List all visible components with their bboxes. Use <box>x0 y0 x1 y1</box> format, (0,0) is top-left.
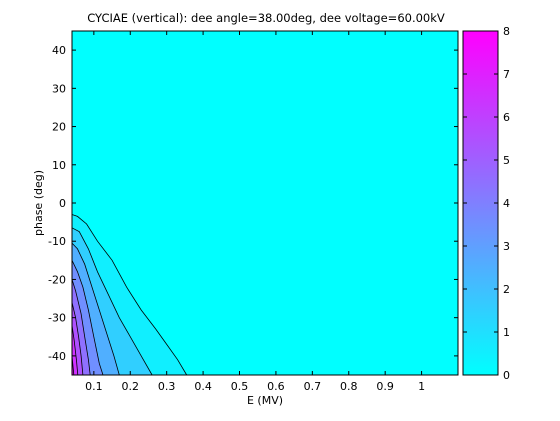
y-tick-label: 0 <box>59 197 66 210</box>
x-tick-label: 0.1 <box>85 380 103 393</box>
y-tick-label: 10 <box>52 159 66 172</box>
x-tick-label: 0.9 <box>376 380 394 393</box>
contour-lines <box>71 214 188 376</box>
colorbar-tick-label: 3 <box>503 240 510 253</box>
contour-line-1 <box>71 214 188 376</box>
x-tick-label: 0.2 <box>122 380 140 393</box>
colorbar-tick-label: 0 <box>503 369 510 382</box>
y-tick-label: 40 <box>52 44 66 57</box>
contour-line-6 <box>71 302 84 376</box>
chart-title: CYCIAE (vertical): dee angle=38.00deg, d… <box>87 11 445 25</box>
x-axis-label: E (MV) <box>247 394 283 407</box>
y-tick-label: -10 <box>48 235 66 248</box>
x-axis-ticks: 0.1 0.2 0.3 0.4 0.5 0.6 0.7 0.8 0.9 1 <box>85 31 425 393</box>
y-tick-label: -30 <box>48 312 66 325</box>
y-tick-label: -40 <box>48 350 66 363</box>
x-tick-label: 0.5 <box>231 380 249 393</box>
colorbar-tick-label: 7 <box>503 68 510 81</box>
y-tick-label: -20 <box>48 273 66 286</box>
contour-line-7 <box>71 325 79 376</box>
colorbar-tick-label: 2 <box>503 283 510 296</box>
x-tick-label: 0.7 <box>304 380 322 393</box>
colorbar-tick-label: 6 <box>503 111 510 124</box>
colorbar-tick-label: 5 <box>503 154 510 167</box>
x-tick-label: 1 <box>418 380 425 393</box>
y-tick-label: 30 <box>52 82 66 95</box>
contour-line-4 <box>71 260 104 376</box>
contour-line-2 <box>71 227 153 376</box>
x-tick-label: 0.8 <box>340 380 358 393</box>
contour-line-3 <box>71 242 120 376</box>
x-tick-label: 0.3 <box>158 380 176 393</box>
colorbar-tick-label: 8 <box>503 25 510 38</box>
contour-fills <box>72 214 187 375</box>
colorbar-ticks: 0 1 2 3 4 5 6 7 8 <box>463 25 510 382</box>
colorbar <box>462 30 499 376</box>
contour-line-5 <box>71 279 91 376</box>
x-tick-label: 0.6 <box>267 380 285 393</box>
colorbar-tick-label: 1 <box>503 326 510 339</box>
x-tick-label: 0.4 <box>194 380 212 393</box>
y-axis-ticks: 40 30 20 10 0 -10 -20 -30 -40 <box>48 44 458 363</box>
y-tick-label: 20 <box>52 121 66 134</box>
y-axis-label: phase (deg) <box>32 170 45 236</box>
colorbar-tick-label: 4 <box>503 197 510 210</box>
